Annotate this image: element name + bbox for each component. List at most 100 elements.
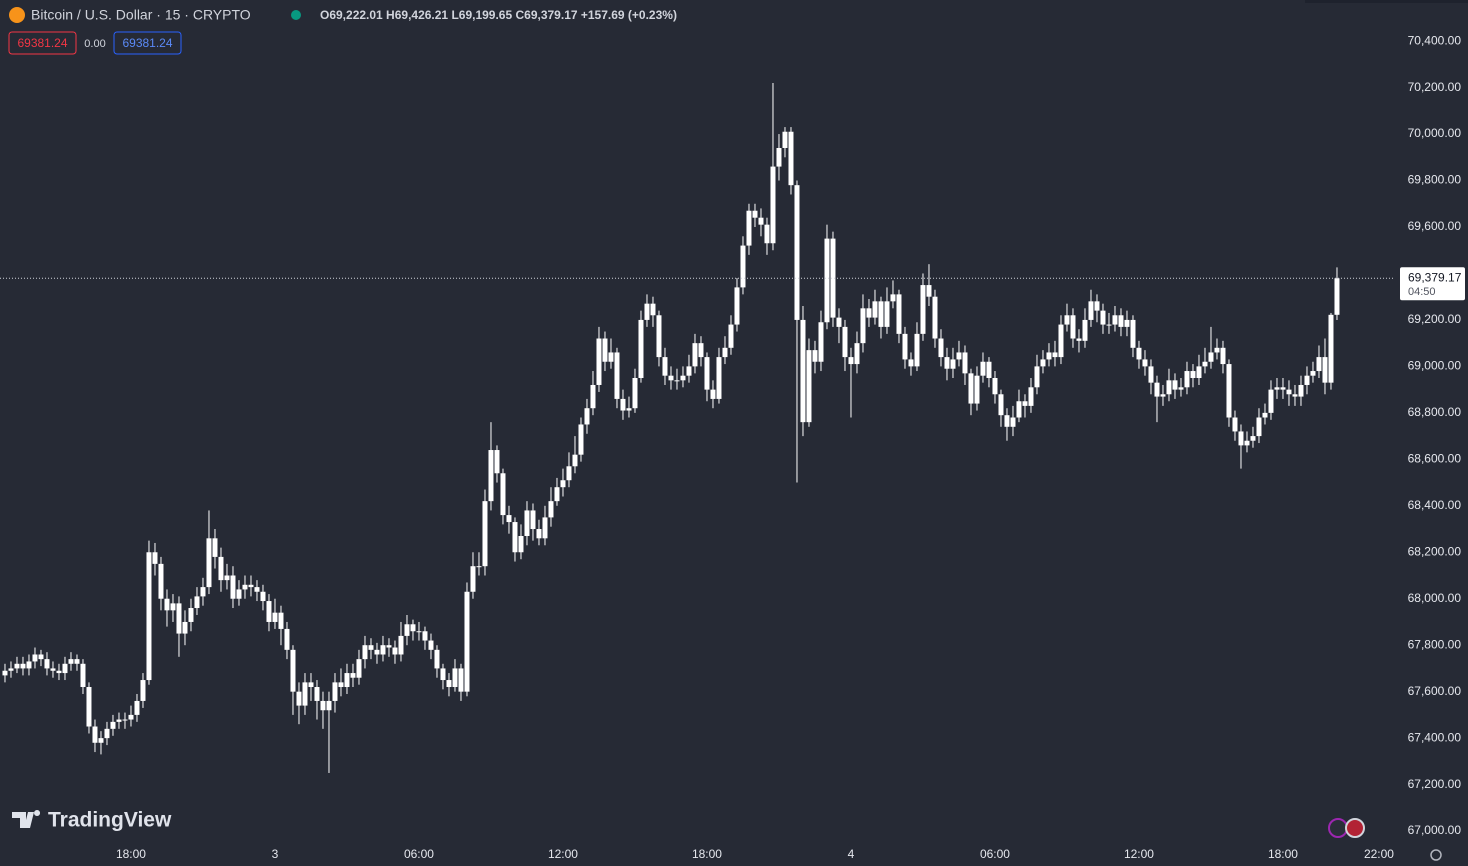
candle-body: [356, 659, 362, 678]
candle-body: [1280, 387, 1286, 390]
candle-body: [350, 673, 356, 678]
candle-body: [1298, 384, 1304, 397]
x-tick-label: 18:00: [692, 847, 722, 861]
buy-price[interactable]: 69381.24: [122, 36, 172, 50]
candle-body: [794, 185, 800, 320]
candle-body: [1094, 301, 1100, 311]
candle-body: [746, 210, 752, 246]
candle-body: [980, 361, 986, 376]
x-tick-label: 18:00: [116, 847, 146, 861]
candle-body: [524, 510, 530, 536]
candle-body: [1076, 338, 1082, 341]
candle-body: [1268, 389, 1274, 413]
candle-body: [464, 591, 470, 692]
candle-body: [1208, 352, 1214, 362]
candle-body: [398, 635, 404, 655]
candle-body: [344, 673, 350, 688]
candle-body: [812, 350, 818, 362]
candle-body: [296, 691, 302, 706]
candle-body: [1322, 357, 1328, 383]
symbol-title[interactable]: Bitcoin / U.S. Dollar · 15 · CRYPTO: [31, 7, 251, 23]
candle-body: [338, 682, 344, 688]
last-price-label: 69,379.17: [1408, 270, 1462, 284]
candle-body: [1286, 389, 1292, 395]
candle-body: [962, 352, 968, 374]
candle-body: [1022, 401, 1028, 406]
candle-body: [68, 659, 74, 664]
candle-body: [446, 680, 452, 688]
candle-body: [1112, 315, 1118, 325]
sell-price[interactable]: 69381.24: [17, 36, 67, 50]
candle-body: [992, 378, 998, 395]
settings-icon[interactable]: [1430, 849, 1442, 861]
candle-body: [536, 529, 542, 539]
y-tick-label: 69,800.00: [1408, 173, 1462, 187]
candle-body: [884, 301, 890, 327]
candle-body: [224, 575, 230, 581]
candle-body: [1046, 352, 1052, 360]
candle-body: [926, 285, 932, 297]
candle-body: [500, 473, 506, 516]
market-status[interactable]: [291, 10, 301, 20]
candle-body: [146, 552, 152, 681]
candle-body: [320, 700, 326, 711]
candle-body: [1196, 366, 1202, 379]
x-tick-label: 22:00: [1364, 847, 1394, 861]
candle-body: [776, 147, 782, 167]
candle-body: [1040, 359, 1046, 367]
candle-body: [614, 352, 620, 399]
candle-body: [92, 726, 98, 743]
candle-body: [578, 424, 584, 455]
candle-body: [260, 591, 266, 602]
candle-body: [686, 366, 692, 376]
buy-box[interactable]: [113, 31, 182, 55]
candle-body: [1262, 412, 1268, 418]
candle-body: [1256, 417, 1262, 437]
candle-body: [572, 454, 578, 467]
candle-body: [206, 538, 212, 588]
candle-body: [200, 587, 206, 597]
candle-body: [422, 631, 428, 641]
candle-body: [950, 359, 956, 369]
candle-body: [740, 245, 746, 288]
candle-body: [848, 357, 854, 365]
candle-body: [896, 294, 902, 334]
x-tick-label: 06:00: [404, 847, 434, 861]
candle-body: [626, 408, 632, 411]
candle-body: [758, 217, 764, 225]
candle-body: [662, 357, 668, 376]
candle-body: [1190, 371, 1196, 379]
candle-body: [56, 670, 62, 674]
candle-body: [1028, 387, 1034, 406]
candle-body: [434, 649, 440, 669]
candle-body: [32, 654, 38, 662]
candle-body: [650, 303, 656, 316]
candle-body: [1232, 417, 1238, 432]
candle-body: [188, 608, 194, 622]
candle-body: [1016, 401, 1022, 418]
candle-body: [974, 375, 980, 404]
candle-body: [518, 535, 524, 553]
candle-body: [242, 584, 248, 590]
economic-events-icon[interactable]: [1345, 818, 1365, 838]
candle-body: [1034, 366, 1040, 388]
sell-box[interactable]: [8, 31, 77, 55]
ohlc-legend: O69,222.01 H69,426.21 L69,199.65 C69,379…: [320, 8, 677, 22]
candle-body: [332, 682, 338, 701]
candle-body: [1214, 347, 1220, 353]
candle-body: [290, 649, 296, 692]
candle-body: [1220, 347, 1226, 365]
candle-body: [1292, 394, 1298, 397]
candle-body: [704, 357, 710, 390]
candle-body: [1250, 436, 1256, 441]
candle-body: [158, 563, 164, 599]
candle-body: [554, 487, 560, 502]
event-icon[interactable]: [1328, 818, 1348, 838]
candle-body: [236, 589, 242, 599]
candle-body: [656, 315, 662, 358]
candle-body: [326, 700, 332, 711]
last-price-box: [1400, 267, 1465, 301]
candle-body: [482, 501, 488, 567]
candle-body: [314, 687, 320, 701]
